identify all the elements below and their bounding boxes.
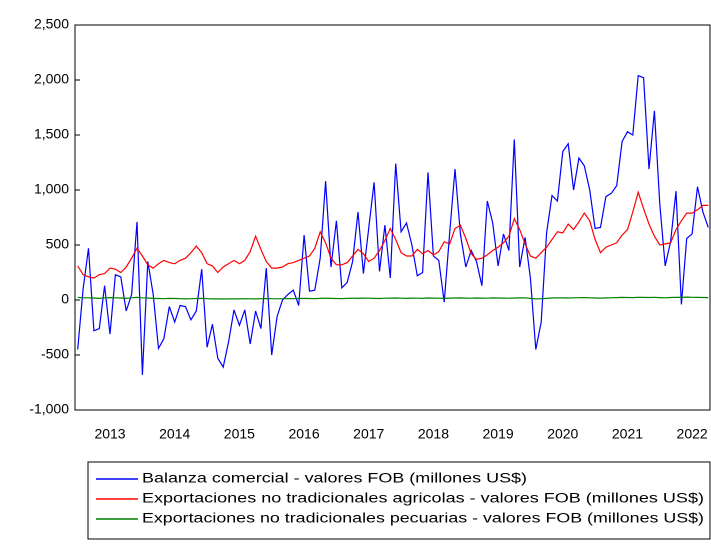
x-tick-label: 2019 [483,426,514,442]
y-tick-label: 0 [61,291,69,307]
y-tick-label: 1,500 [34,126,69,142]
y-tick-label: 1,000 [34,181,69,197]
legend-box [87,461,711,540]
x-tick-label: 2015 [224,426,255,442]
x-tick-label: 2014 [159,426,190,442]
series-line [77,190,709,279]
y-tick-label: 2,500 [34,16,69,32]
plot-area: -1,000 -500 0 500 1,000 1,500 2,000 2,500 2013 20… [29,16,711,442]
x-tick-label: 2020 [547,426,578,442]
legend: Balanza comercial - valores FOB (millone… [87,461,711,540]
y-tick-label: 500 [46,236,70,252]
x-tick-label: 2013 [94,426,125,442]
x-tick-label: 2021 [612,426,643,442]
y-tick-label: 2,000 [34,71,69,87]
legend-label: Balanza comercial - valores FOB (millone… [142,471,527,486]
y-tick-label: -500 [41,346,69,362]
legend-label: Exportaciones no tradicionales agricolas… [142,491,704,506]
y-tick-label: -1,000 [29,401,69,417]
x-tick-label: 2017 [353,426,384,442]
series-line [77,74,709,375]
x-tick-label: 2022 [677,426,708,442]
plot-frame [74,24,711,411]
legend-label: Exportaciones no tradicionales pecuarias… [142,511,704,526]
series-line [77,296,709,300]
x-tick-label: 2016 [288,426,319,442]
x-tick-label: 2018 [418,426,449,442]
